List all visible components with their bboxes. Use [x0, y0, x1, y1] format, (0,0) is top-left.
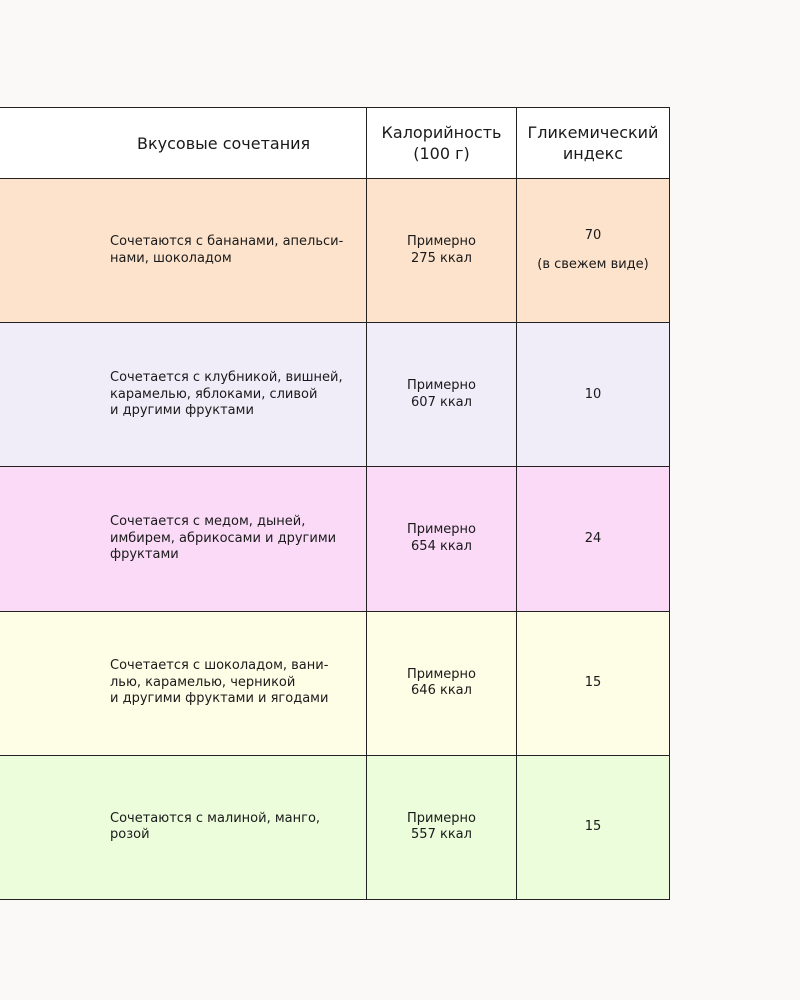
table-cell: Сочетается с медом, дыней, имбирем, абрик… — [0, 466, 367, 612]
table-cell: Сочетаются с малиной, манго, розой — [0, 754, 367, 900]
cell-text: розой — [110, 827, 150, 843]
table-cell: Примерно 646 ккал — [366, 610, 517, 756]
header-cell: Гликемический индекс — [516, 107, 670, 179]
header-text: Гликемический — [527, 123, 659, 142]
table-cell: Примерно 557 ккал — [366, 754, 517, 900]
cell-text: (в свежем виде) — [537, 256, 649, 272]
table-cell: Примерно 654 ккал — [366, 466, 517, 612]
cell-text: Сочетается с медом, дыней, — [110, 514, 306, 530]
table-cell: 24 — [516, 466, 670, 612]
cell-text: 15 — [584, 819, 602, 835]
table-cell: 10 — [516, 322, 670, 468]
cell-text: Сочетаются с малиной, манго, — [110, 810, 321, 826]
cell-text: 70 — [584, 228, 602, 244]
cell-text: 10 — [584, 386, 602, 402]
header-text: индекс — [562, 144, 624, 163]
table-cell: Сочетается с шоколадом, вани-лью, караме… — [0, 610, 367, 756]
cell-text: Примерно — [407, 522, 476, 538]
cell-text: 607 ккал — [411, 394, 472, 410]
cell-text: лью, карамелью, черникой — [110, 674, 296, 690]
cell-text: карамелью, яблоками, сливой — [110, 386, 318, 402]
cell-text: Примерно — [407, 810, 476, 826]
cell-text: 24 — [584, 530, 602, 546]
header-cell: Калорийность (100 г) — [366, 107, 517, 179]
cell-text: 557 ккал — [411, 827, 472, 843]
cell-text: и другими фруктами — [110, 403, 254, 419]
table-cell: Сочетаются с бананами, апельси-нами, шок… — [0, 178, 367, 324]
cell-text: 646 ккал — [411, 683, 472, 699]
header-cell: Вкусовые сочетания — [0, 107, 367, 179]
table-cell: Примерно 607 ккал — [366, 322, 517, 468]
cell-text: имбирем, абрикосами и другими — [110, 530, 337, 546]
cell-text: 15 — [584, 674, 602, 690]
table-cell: Примерно 275 ккал — [366, 178, 517, 324]
cell-text: 654 ккал — [411, 538, 472, 554]
cell-text: Сочетается с шоколадом, вани- — [110, 658, 329, 674]
cell-text: Сочетается с клубникой, вишней, — [110, 370, 343, 386]
cell-text: фруктами — [110, 547, 179, 563]
table-cell: Сочетается с клубникой, вишней, карамелью… — [0, 322, 367, 468]
table-cell: 15 — [516, 754, 670, 900]
cell-text: Примерно — [407, 666, 476, 682]
cell-text: Примерно — [407, 378, 476, 394]
table-cell: 15 — [516, 610, 670, 756]
header-text: Вкусовые сочетания — [137, 133, 311, 153]
cell-text: 275 ккал — [411, 250, 472, 266]
cell-text: Сочетаются с бананами, апельси- — [110, 234, 344, 250]
cell-text: и другими фруктами и ягодами — [110, 691, 329, 707]
header-text: (100 г) — [413, 144, 470, 163]
cell-text: нами, шоколадом — [110, 250, 232, 266]
cell-text: Примерно — [407, 234, 476, 250]
header-text: Калорийность — [381, 123, 502, 142]
table-cell: 70 (в свежем виде) — [516, 178, 670, 324]
